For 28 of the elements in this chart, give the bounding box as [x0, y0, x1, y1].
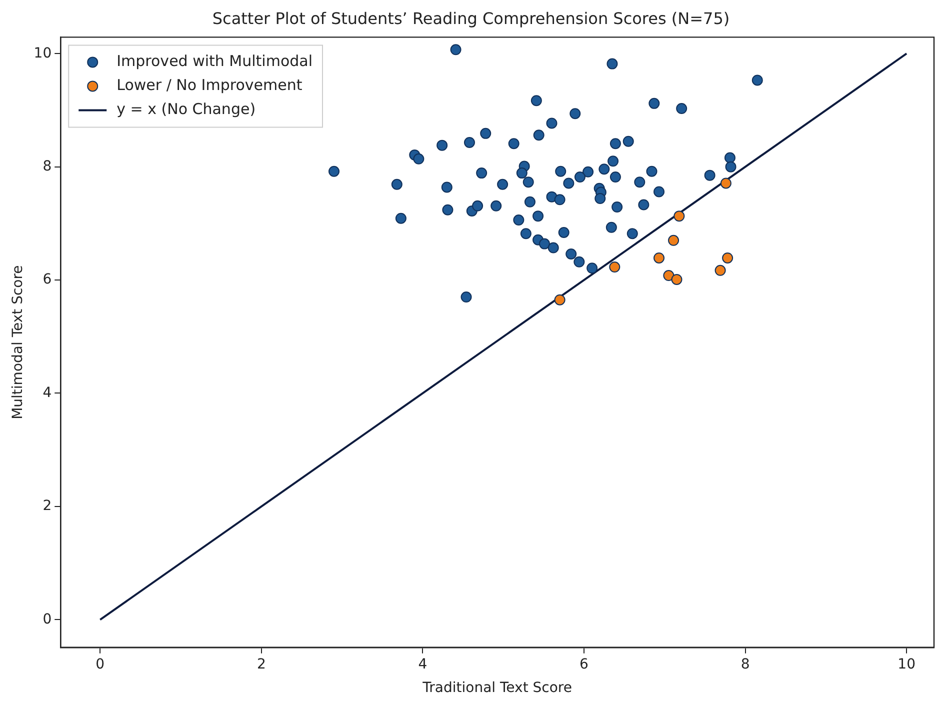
- point: [714, 264, 726, 276]
- point: [722, 252, 734, 264]
- x-tick-label: 2: [256, 656, 266, 672]
- x-tick-label: 4: [418, 656, 428, 672]
- x-axis-title: Traditional Text Score: [422, 680, 572, 696]
- x-tick-label: 6: [580, 656, 589, 672]
- legend-label: Lower / No Improvement: [116, 76, 302, 94]
- x-tick-label: 10: [898, 656, 916, 672]
- chart-title: Scatter Plot of Students’ Reading Comprehension Scores (N=75): [212, 8, 730, 28]
- point: [609, 262, 620, 273]
- x-tick-label: 8: [740, 656, 750, 672]
- y-tick-label: 8: [42, 158, 52, 174]
- y-tick-label: 4: [42, 384, 52, 401]
- point: [720, 178, 732, 189]
- legend-label: y = x (No Change): [116, 100, 256, 118]
- point: [663, 270, 674, 282]
- point: [554, 294, 566, 306]
- y-tick-label: 2: [42, 498, 52, 514]
- y-tick-label: 6: [42, 272, 52, 288]
- y-tick-label: 10: [34, 45, 52, 62]
- y-axis-title: Multimodal Text Score: [10, 265, 26, 420]
- point: [674, 210, 685, 222]
- point: [654, 252, 664, 264]
- x-tick-label: 0: [96, 656, 105, 672]
- legend-label: Improved with Multimodal: [116, 52, 313, 70]
- y-tick-label: 0: [42, 611, 52, 628]
- point: [671, 274, 682, 285]
- point: [668, 234, 680, 246]
